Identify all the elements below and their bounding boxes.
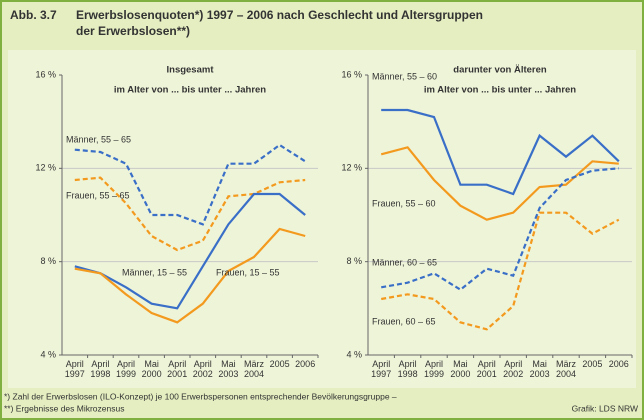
series-label: Männer, 60 – 65 bbox=[372, 257, 437, 267]
series-line bbox=[381, 108, 620, 196]
y-tick-label: 8 % bbox=[346, 256, 362, 266]
x-tick-label: April 2001 bbox=[477, 359, 497, 379]
y-tick-label: 16 % bbox=[35, 69, 56, 79]
footnote: *) Zahl der Erwerbslosen (ILO-Konzept) j… bbox=[4, 391, 397, 401]
figure-label: Abb. 3.7 bbox=[10, 8, 57, 22]
x-tick-label: 2006 bbox=[609, 359, 629, 369]
x-tick-label: April 1998 bbox=[398, 359, 418, 379]
series-label: Männer, 15 – 55 bbox=[122, 267, 187, 277]
x-tick-label: 2005 bbox=[270, 359, 290, 369]
series-label: Frauen, 55 – 60 bbox=[372, 198, 436, 208]
x-tick-label: Mai 2003 bbox=[530, 359, 550, 379]
series-line bbox=[380, 146, 619, 221]
title: der Erwerbslosen**) bbox=[76, 24, 190, 38]
series-line bbox=[381, 211, 620, 331]
x-tick-label: Mai 2000 bbox=[142, 359, 162, 379]
source: Grafik: LDS NRW bbox=[572, 403, 638, 413]
chart-subtitle: im Alter von ... bis unter ... Jahren bbox=[114, 85, 266, 96]
series-line bbox=[74, 192, 306, 310]
series-line bbox=[74, 227, 306, 324]
y-tick-label: 12 % bbox=[35, 163, 56, 173]
x-tick-label: April 2001 bbox=[167, 359, 187, 379]
chart-title: Insgesamt bbox=[167, 65, 215, 76]
title: Erwerbslosenquoten*) 1997 – 2006 nach Ge… bbox=[76, 8, 483, 22]
y-tick-label: 8 % bbox=[40, 256, 56, 266]
x-tick-label: 2006 bbox=[295, 359, 315, 369]
chart-subtitle: im Alter von ... bis unter ... Jahren bbox=[424, 85, 576, 96]
x-tick-label: April 1999 bbox=[116, 359, 136, 379]
series-label: Frauen, 15 – 55 bbox=[216, 267, 280, 277]
x-tick-label: Mai 2000 bbox=[450, 359, 470, 379]
x-tick-label: Mai 2003 bbox=[218, 359, 238, 379]
series-line bbox=[74, 176, 306, 252]
x-tick-label: April 1997 bbox=[65, 359, 85, 379]
x-tick-label: März 2004 bbox=[556, 359, 577, 379]
x-tick-label: März 2004 bbox=[244, 359, 265, 379]
x-tick-label: 2005 bbox=[582, 359, 602, 369]
series-label: Männer, 55 – 60 bbox=[372, 71, 437, 81]
x-tick-label: April 1999 bbox=[424, 359, 444, 379]
y-tick-label: 4 % bbox=[346, 349, 362, 359]
series-label: Männer, 55 – 65 bbox=[66, 134, 131, 144]
x-tick-label: April 1998 bbox=[90, 359, 110, 379]
series-label: Frauen, 60 – 65 bbox=[372, 316, 436, 326]
x-tick-label: April 2002 bbox=[503, 359, 523, 379]
chart-title: darunter von Älteren bbox=[453, 65, 547, 76]
panel bbox=[8, 50, 636, 388]
series-line bbox=[381, 167, 619, 292]
x-tick-label: April 1997 bbox=[371, 359, 391, 379]
x-tick-label: April 2002 bbox=[193, 359, 213, 379]
y-tick-label: 12 % bbox=[341, 163, 362, 173]
y-tick-label: 16 % bbox=[341, 69, 362, 79]
footnote: **) Ergebnisse des Mikrozensus bbox=[4, 403, 124, 413]
series-label: Frauen, 55 – 65 bbox=[66, 190, 130, 200]
y-tick-label: 4 % bbox=[40, 349, 56, 359]
